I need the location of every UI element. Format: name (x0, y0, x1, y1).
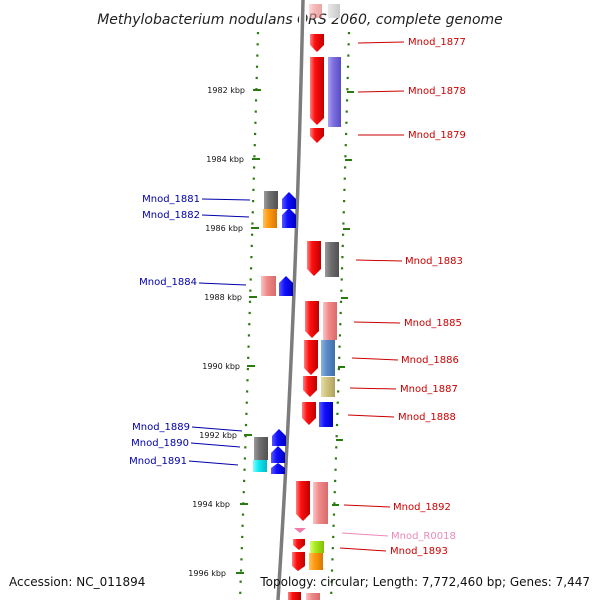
gene-label-mnod-1885[interactable]: Mnod_1885 (404, 318, 462, 329)
gene-mnod-1893b-track2[interactable] (309, 553, 323, 570)
gene-label-mnod-r0018[interactable]: Mnod_R0018 (391, 531, 456, 542)
gene-label-mnod-1887[interactable]: Mnod_1887 (400, 384, 458, 395)
gene-mnod-1877[interactable] (310, 34, 324, 52)
leader-line (191, 426, 243, 432)
tick-label: 1996 kbp (188, 569, 226, 578)
gene-mnod-1883-track2[interactable] (325, 242, 339, 277)
leader-line (198, 282, 247, 286)
gene-mnod-1891[interactable] (271, 463, 285, 474)
gene-mnod-1885[interactable] (305, 301, 319, 338)
leader-line (343, 504, 391, 508)
tick-label: 1988 kbp (204, 293, 242, 302)
gene-mnod-1879[interactable] (310, 128, 324, 143)
tick-label: 1994 kbp (192, 500, 230, 509)
gene-label-mnod-1892[interactable]: Mnod_1892 (393, 502, 451, 513)
tick-label: 1990 kbp (202, 362, 240, 371)
leader-line (190, 442, 241, 448)
gene-mnod-1892[interactable] (296, 481, 310, 521)
gene-mnod-1893b[interactable] (292, 552, 305, 571)
gene-label-mnod-1882[interactable]: Mnod_1882 (142, 210, 200, 221)
genome-summary-text: Topology: circular; Length: 7,772,460 bp… (259, 575, 590, 589)
tick-label: 1982 kbp (207, 86, 245, 95)
accession-text: Accession: NC_011894 (9, 575, 145, 589)
gene-mnod-r0018[interactable] (294, 528, 306, 533)
leader-line (353, 321, 401, 324)
tick-dots-right (329, 31, 351, 600)
gene-label-mnod-1889[interactable]: Mnod_1889 (132, 422, 190, 433)
gene-partial-bottom-2[interactable] (306, 593, 320, 600)
leader-line (357, 41, 405, 44)
gene-mnod-1883[interactable] (307, 241, 321, 276)
gene-label-mnod-1877[interactable]: Mnod_1877 (408, 37, 466, 48)
leader-line (347, 414, 395, 418)
tick-dots-left (238, 31, 260, 600)
gene-label-mnod-1893[interactable]: Mnod_1893 (390, 546, 448, 557)
gene-mnod-1887[interactable] (303, 376, 317, 397)
leader-line (201, 198, 251, 201)
gene-label-mnod-1879[interactable]: Mnod_1879 (408, 130, 466, 141)
gene-mnod-1887-track2[interactable] (321, 377, 335, 397)
gene-mnod-1888-track2[interactable] (319, 402, 333, 427)
gene-mnod-1881-track2[interactable] (264, 191, 278, 209)
gene-label-mnod-1878[interactable]: Mnod_1878 (408, 86, 466, 97)
gene-partial-top-gray[interactable] (328, 4, 340, 18)
gene-mnod-1890[interactable] (271, 446, 285, 463)
gene-label-mnod-1884[interactable]: Mnod_1884 (139, 277, 197, 288)
minor-ticks-right (332, 91, 354, 506)
leader-line (341, 532, 389, 537)
gene-mnod-1886[interactable] (304, 340, 318, 375)
left-labels: Mnod_1881 Mnod_1882 Mnod_1884 Mnod_1889 … (129, 194, 251, 467)
gene-label-mnod-1883[interactable]: Mnod_1883 (405, 256, 463, 267)
genome-backbone-line (276, 0, 305, 600)
gene-mnod-1886-track2[interactable] (321, 340, 335, 376)
leader-line (349, 387, 397, 390)
gene-mnod-1882-track2[interactable] (263, 209, 277, 228)
gene-label-mnod-1886[interactable]: Mnod_1886 (401, 355, 459, 366)
leader-line (355, 259, 403, 262)
gene-mnod-1893[interactable] (293, 539, 305, 550)
tick-label: 1992 kbp (199, 431, 237, 440)
gene-partial-top[interactable] (309, 4, 322, 18)
gene-mnod-1893-track2[interactable] (310, 541, 324, 553)
gene-label-mnod-1891[interactable]: Mnod_1891 (129, 456, 187, 467)
gene-mnod-1889[interactable] (272, 429, 286, 446)
tick-label: 1984 kbp (206, 155, 244, 164)
leader-line (201, 214, 250, 218)
tick-label: 1986 kbp (205, 224, 243, 233)
right-labels: Mnod_1877 Mnod_1878 Mnod_1879 Mnod_1883 … (339, 37, 466, 557)
gene-mnod-1882[interactable] (282, 208, 296, 228)
leader-line (188, 460, 239, 466)
tick-group: 1982 kbp 1984 kbp 1986 kbp 1988 kbp 1990… (188, 86, 261, 578)
gene-partial-bottom[interactable] (288, 592, 301, 600)
gene-mnod-1892-track2[interactable] (313, 482, 328, 524)
gene-label-mnod-1888[interactable]: Mnod_1888 (398, 412, 456, 423)
gene-mnod-1885-track2[interactable] (323, 302, 337, 340)
leader-line (339, 547, 387, 552)
gene-mnod-1878[interactable] (310, 57, 324, 125)
leader-line (357, 90, 405, 93)
gene-mnod-1884[interactable] (279, 276, 293, 296)
gene-mnod-1891-track2[interactable] (253, 460, 267, 472)
gene-mnod-1884-track2[interactable] (261, 276, 276, 296)
leader-line (351, 357, 399, 361)
forward-strand-genes (288, 4, 341, 600)
gene-mnod-1878-track2[interactable] (328, 57, 341, 127)
gene-label-mnod-1881[interactable]: Mnod_1881 (142, 194, 200, 205)
reverse-strand-genes (253, 191, 296, 474)
gene-label-mnod-1890[interactable]: Mnod_1890 (131, 438, 189, 449)
gene-mnod-1888[interactable] (302, 402, 316, 425)
gene-mnod-1881[interactable] (282, 192, 296, 209)
gene-mnod-1889-track2[interactable] (254, 437, 268, 460)
